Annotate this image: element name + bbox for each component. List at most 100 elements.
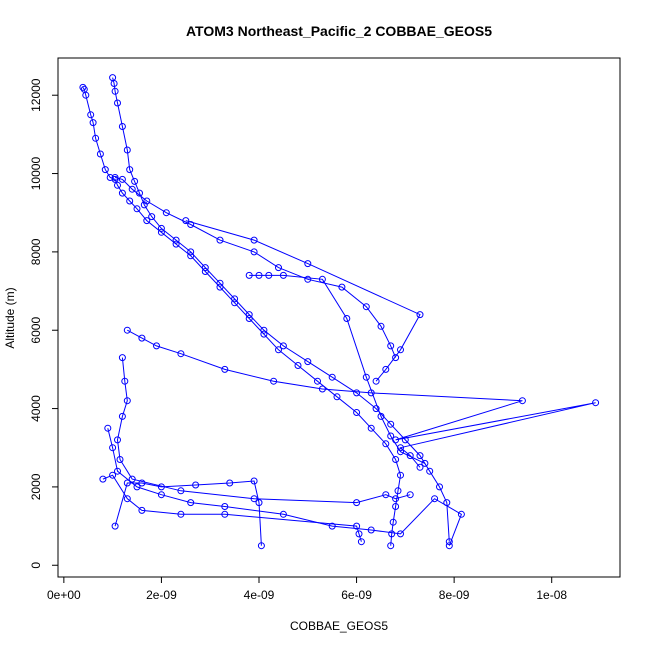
data-point [387,542,395,550]
y-tick-label: 12000 [29,78,43,112]
series-line [116,357,411,504]
data-point [138,334,146,342]
data-point [362,303,370,311]
data-point [270,377,278,385]
data-point [275,264,282,272]
series-line [82,87,402,546]
data-point [367,526,375,534]
y-tick-label: 8000 [29,238,43,265]
data-point [392,456,400,463]
data-point [445,542,453,550]
data-point [255,271,263,279]
data-point [392,354,400,362]
data-point [123,479,131,487]
data-series [245,271,429,467]
data-point [111,174,119,181]
data-point [118,189,126,197]
data-point [397,448,404,456]
data-point [123,397,131,405]
data-point [123,495,131,503]
data-point [294,362,302,369]
data-point [109,444,117,452]
data-point [123,326,131,334]
data-point [177,350,185,358]
data-series [182,217,424,385]
data-point [421,459,429,467]
y-tick-label: 6000 [29,317,43,344]
data-point [128,475,136,483]
data-point [216,279,224,287]
data-point [250,495,258,503]
data-point [328,522,336,530]
data-point [416,463,424,471]
data-point [118,123,126,130]
data-point [250,248,258,256]
data-point [110,80,118,87]
chart-title: ATOM3 Northeast_Pacific_2 COBBAE_GEOS5 [186,23,492,39]
data-point [101,166,109,174]
data-point [387,342,395,350]
data-point [221,503,229,510]
series-line [114,177,397,358]
data-point [372,377,380,385]
data-point [157,228,165,236]
data-point [304,260,312,268]
data-series [99,471,365,546]
x-tick-label: 4e-09 [244,588,275,602]
x-tick-label: 6e-09 [341,588,372,602]
data-point [114,181,121,189]
data-point [377,322,385,330]
data-point [177,510,185,518]
data-point [304,275,312,283]
data-point [172,240,180,248]
data-point [116,456,124,463]
data-point [172,236,180,244]
data-point [355,530,363,538]
data-point [245,311,253,319]
y-tick-label: 0 [29,562,43,569]
data-point [353,409,361,416]
data-point [426,467,434,475]
data-point [109,471,117,479]
data-point [192,481,200,489]
data-point [372,405,380,413]
x-tick-label: 0e+00 [47,588,81,602]
data-point [143,217,151,225]
data-point [314,377,321,385]
data-point [92,134,100,142]
x-tick-label: 2e-09 [146,588,177,602]
data-point [221,510,229,518]
data-point [221,365,229,373]
data-point [216,236,224,244]
data-point [518,397,526,405]
data-point [182,217,190,225]
data-point [353,499,361,507]
data-series [79,83,404,550]
data-point [153,342,160,350]
data-point [328,373,336,381]
data-point [121,377,129,385]
data-point [265,271,273,279]
data-point [126,166,134,174]
data-point [279,342,287,350]
data-point [79,83,87,91]
data-point [279,271,287,279]
data-point [304,358,312,366]
data-point [104,424,112,432]
data-point [416,311,424,319]
data-point [143,197,151,205]
data-point [367,424,375,432]
data-series [123,326,600,471]
data-point [416,452,424,460]
data-point [260,330,268,338]
data-point [157,491,165,499]
data-point [118,354,126,362]
data-point [382,491,390,499]
data-point [406,452,414,460]
y-tick-label: 4000 [29,395,43,422]
data-point [318,385,326,393]
data-point [387,420,395,428]
data-point [111,175,119,183]
data-point [394,487,402,495]
